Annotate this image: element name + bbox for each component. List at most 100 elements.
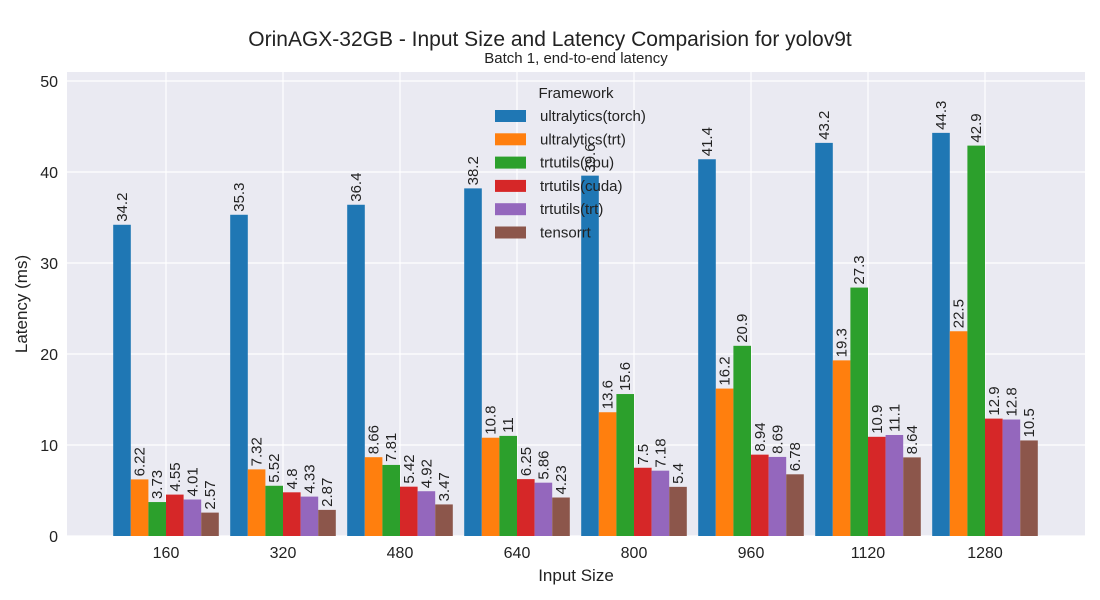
bar — [598, 412, 617, 536]
bar-value-label: 7.32 — [249, 437, 266, 466]
bar — [247, 469, 266, 536]
bar — [715, 388, 734, 536]
bar — [201, 512, 219, 536]
bar-value-label: 2.87 — [319, 478, 336, 507]
bar — [318, 509, 336, 536]
bar-value-label: 7.5 — [635, 444, 652, 465]
bar-value-label: 5.52 — [266, 454, 283, 483]
bars: 34.2 35.3 36.4 38.2 39.6 41.4 43.2 44.3 6.22 7.32… — [113, 101, 1038, 537]
bar — [581, 175, 599, 536]
bar-value-label: 6.22 — [132, 447, 149, 476]
bar — [552, 497, 570, 536]
bar — [166, 494, 184, 536]
chart-title: OrinAGX-32GB - Input Size and Latency Co… — [248, 28, 852, 51]
bar-value-label: 22.5 — [951, 299, 968, 328]
bar-value-label: 8.94 — [752, 422, 769, 451]
legend-entry: ultralytics(torch) — [540, 108, 646, 125]
y-tick-label: 20 — [40, 347, 58, 364]
bar — [517, 479, 535, 536]
bar-value-label: 8.66 — [366, 425, 383, 454]
bar — [768, 456, 787, 536]
y-axis-label: Latency (ms) — [12, 255, 31, 353]
bar-value-label: 12.9 — [986, 386, 1003, 415]
bar — [265, 485, 283, 536]
x-tick-label: 1280 — [967, 545, 1003, 562]
bar — [300, 496, 319, 536]
bar-value-label: 34.2 — [114, 193, 131, 222]
bar-value-label: 4.01 — [184, 467, 201, 496]
bar-value-label: 8.64 — [904, 425, 921, 454]
x-tick-label: 640 — [504, 545, 531, 562]
bar-value-label: 10.5 — [1021, 408, 1038, 437]
y-tick-label: 30 — [40, 256, 58, 273]
bar — [183, 499, 202, 536]
bar-value-label: 19.3 — [834, 328, 851, 357]
bar-value-label: 3.47 — [436, 472, 453, 501]
bar — [481, 437, 500, 536]
legend-title: Framework — [538, 85, 614, 102]
bar — [985, 418, 1003, 536]
bar — [967, 145, 985, 537]
x-tick-label: 160 — [153, 545, 180, 562]
y-tick-label: 40 — [40, 165, 58, 182]
chart-subtitle: Batch 1, end-to-end latency — [484, 50, 668, 67]
bar — [113, 224, 131, 536]
bar-value-label: 10.8 — [483, 406, 500, 435]
bar — [400, 486, 418, 536]
bar-value-label: 3.73 — [149, 470, 166, 499]
bar-value-label: 8.69 — [769, 425, 786, 454]
bar-value-label: 4.92 — [418, 459, 435, 488]
bar-value-label: 4.33 — [301, 464, 318, 493]
bar — [751, 454, 769, 536]
bar-value-label: 39.6 — [582, 143, 599, 172]
bar-value-label: 5.42 — [401, 454, 418, 483]
bar — [868, 436, 886, 536]
bar — [949, 331, 968, 536]
x-tick-label: 800 — [621, 545, 648, 562]
bar-value-label: 11 — [500, 417, 517, 433]
bar — [815, 142, 833, 536]
bar — [364, 457, 383, 536]
x-tick-label: 1120 — [851, 545, 886, 562]
bar-value-label: 7.18 — [652, 438, 669, 467]
bar-value-label: 6.78 — [787, 442, 804, 471]
y-tick-label: 50 — [40, 74, 58, 91]
bar-value-label: 42.9 — [968, 113, 985, 142]
bar — [435, 504, 453, 536]
x-tick-label: 480 — [387, 545, 414, 562]
legend-swatch — [495, 203, 526, 216]
bar — [464, 188, 482, 536]
axis-ticks: 0 10 20 30 40 50 160 320 480 640 800 960 1120 1280 — [40, 74, 1003, 562]
bar-value-label: 4.8 — [284, 468, 301, 489]
legend-entry: trtutils(cuda) — [540, 178, 623, 195]
bar — [534, 482, 553, 536]
bar — [698, 159, 716, 536]
y-tick-label: 10 — [40, 438, 58, 455]
bar — [786, 474, 804, 536]
legend-entry: ultralytics(trt) — [540, 131, 626, 148]
bar — [832, 360, 851, 536]
bar-value-label: 15.6 — [617, 362, 634, 391]
bar — [382, 464, 400, 536]
x-axis-label: Input Size — [538, 566, 614, 585]
bar — [130, 479, 149, 536]
bar-value-label: 10.9 — [869, 405, 886, 434]
bar — [283, 492, 301, 536]
bar-value-label: 38.2 — [465, 156, 482, 185]
bar — [417, 491, 436, 536]
bar — [733, 345, 751, 536]
legend-entry: trtutils(cpu) — [540, 155, 614, 172]
bar-value-label: 4.55 — [167, 462, 184, 491]
legend-swatch — [495, 133, 526, 146]
bar-value-label: 43.2 — [816, 111, 833, 140]
y-tick-label: 0 — [49, 529, 58, 546]
bar-value-label: 12.8 — [1003, 387, 1020, 416]
bar — [499, 435, 517, 536]
bar — [634, 467, 652, 536]
bar-value-label: 41.4 — [699, 127, 716, 156]
bar — [616, 394, 634, 536]
bar-value-label: 20.9 — [734, 314, 751, 343]
bar — [850, 287, 868, 536]
bar — [651, 470, 670, 536]
x-tick-label: 320 — [270, 545, 297, 562]
